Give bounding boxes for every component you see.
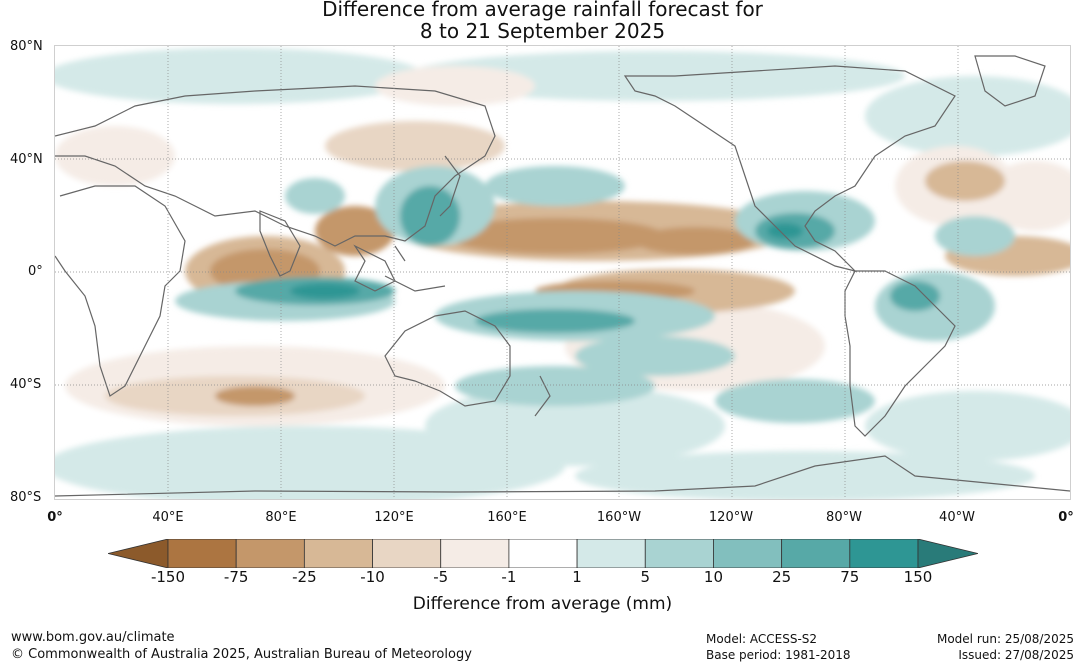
lon-label-0-right: 0°: [1058, 510, 1074, 525]
legend-swatch: [372, 539, 442, 568]
footer-issued: Issued: 27/08/2025: [958, 648, 1074, 662]
legend-arrow-low: [108, 539, 169, 568]
lat-label-40s: 40°S: [10, 377, 42, 392]
rainfall-anomaly-field: [55, 48, 1070, 499]
lon-label-80e: 80°E: [265, 510, 297, 525]
legend-tick-label: -25: [292, 568, 317, 586]
lon-label-120w: 120°W: [708, 510, 754, 525]
legend-swatch: [849, 539, 919, 568]
graticule: [55, 46, 1070, 499]
legend-swatch: [576, 539, 646, 568]
footer-url: www.bom.gov.au/climate: [11, 630, 175, 645]
map-title-line-2: 8 to 21 September 2025: [419, 19, 666, 43]
legend-tick-label: 75: [840, 568, 860, 586]
rainfall-anomaly-map: [54, 45, 1071, 500]
legend-swatch: [167, 539, 237, 568]
legend-tick-label: 5: [640, 568, 651, 586]
footer-copyright: © Commonwealth of Australia 2025, Austra…: [11, 647, 472, 662]
lon-label-40w: 40°W: [939, 510, 975, 525]
lon-label-160e: 160°E: [487, 510, 527, 525]
legend-tick-label: 25: [772, 568, 792, 586]
legend-swatch: [644, 539, 714, 568]
legend-swatch: [303, 539, 373, 568]
footer-base-period: Base period: 1981-2018: [706, 648, 851, 662]
legend-swatch: [781, 539, 851, 568]
map-title-line-1: Difference from average rainfall forecas…: [322, 0, 763, 21]
lon-label-120e: 120°E: [374, 510, 414, 525]
legend-tick-label: 1: [572, 568, 582, 586]
lat-label-equator: 0°: [28, 264, 43, 279]
legend-tick-label: 10: [703, 568, 723, 586]
coastline-outlines: [55, 55, 1070, 497]
lat-label-80s: 80°S: [10, 490, 42, 505]
lon-label-160w: 160°W: [596, 510, 642, 525]
lon-label-0-left: 0°: [47, 510, 63, 525]
legend-tick-label: -1: [501, 568, 517, 586]
legend-swatch: [508, 539, 578, 568]
legend-tick-label: -75: [223, 568, 249, 586]
legend-colorbar: [108, 539, 978, 568]
legend-tick-label: -150: [150, 568, 186, 586]
legend-title: Difference from average (mm): [412, 594, 673, 614]
lon-label-80w: 80°W: [826, 510, 862, 525]
lon-label-40e: 40°E: [152, 510, 184, 525]
legend-swatch: [440, 539, 510, 568]
legend-swatch: [713, 539, 783, 568]
footer-model: Model: ACCESS-S2: [706, 632, 818, 646]
legend-tick-label: 150: [903, 568, 933, 586]
legend-tick-label: -5: [433, 568, 449, 586]
footer-model-run: Model run: 25/08/2025: [936, 632, 1074, 646]
legend-swatch: [235, 539, 305, 568]
lat-label-80n: 80°N: [10, 39, 43, 54]
legend-arrow-high: [917, 539, 978, 568]
legend-tick-label: -10: [360, 568, 385, 586]
lat-label-40n: 40°N: [10, 152, 43, 167]
